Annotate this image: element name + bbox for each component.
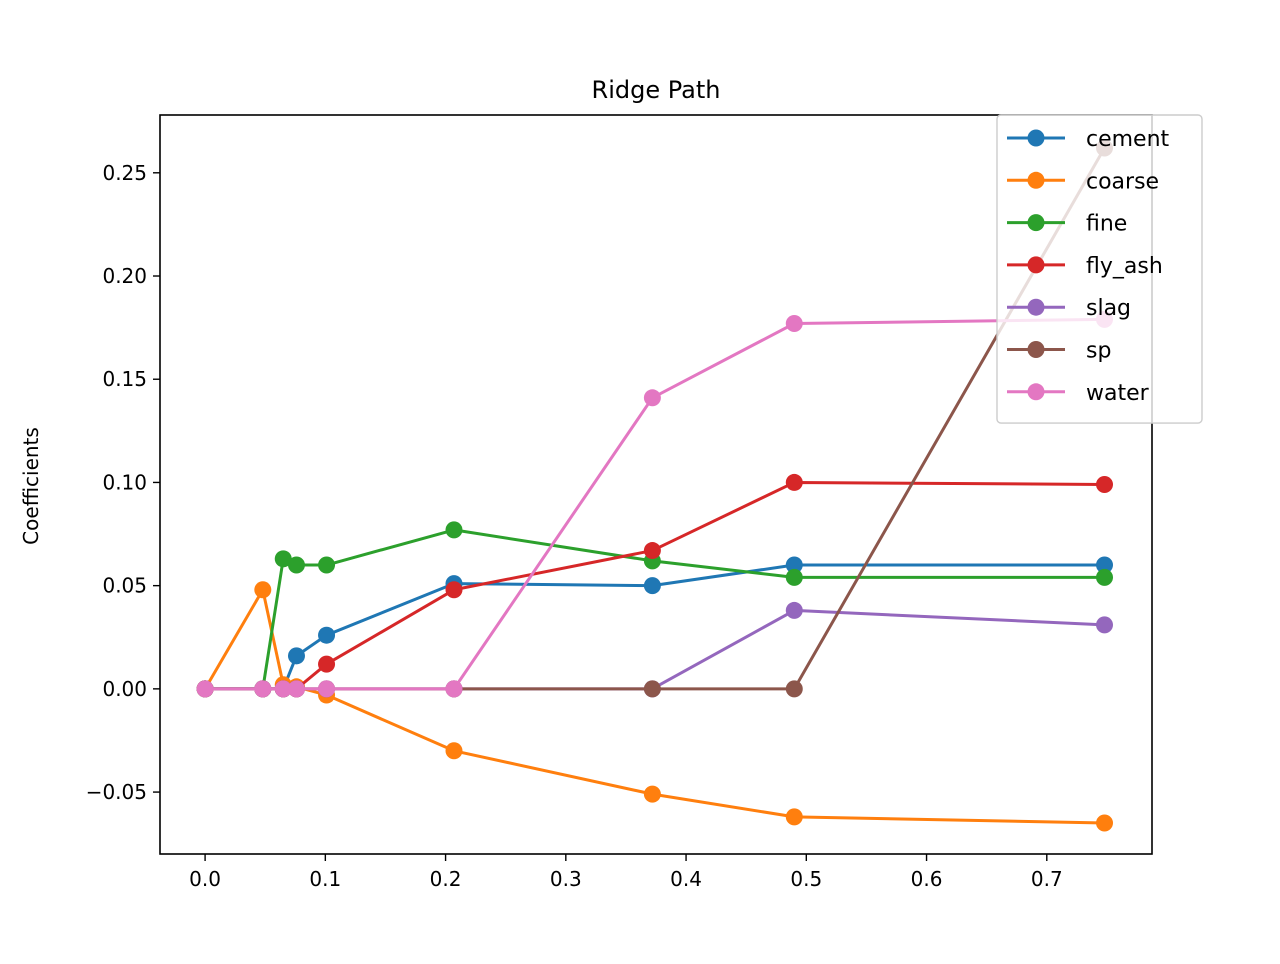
data-point: [274, 680, 292, 698]
x-tick-label: 0.0: [189, 867, 221, 891]
legend-label: fine: [1086, 212, 1127, 237]
y-tick-label: 0.15: [102, 367, 147, 391]
legend-marker: [1027, 256, 1045, 274]
legend-marker: [1027, 341, 1045, 358]
data-point: [287, 680, 305, 698]
legend-label: cement: [1086, 127, 1170, 152]
data-point: [445, 581, 463, 599]
x-tick-label: 0.4: [670, 867, 702, 891]
data-point: [1096, 568, 1114, 586]
data-point: [318, 680, 336, 698]
y-tick-label: 0.20: [102, 264, 147, 288]
x-tick-label: 0.5: [790, 867, 822, 891]
data-point: [254, 581, 272, 599]
legend-label: fly_ash: [1086, 254, 1163, 279]
legend-marker: [1027, 298, 1045, 316]
x-tick-label: 0.2: [430, 867, 462, 891]
y-axis-label: Coefficients: [19, 427, 43, 545]
legend-label: sp: [1086, 339, 1111, 364]
data-point: [785, 601, 803, 619]
data-point: [318, 655, 336, 673]
data-point: [785, 556, 803, 574]
data-point: [254, 680, 272, 698]
data-point: [287, 647, 305, 665]
legend-label: slag: [1086, 296, 1131, 321]
legend-marker: [1027, 214, 1045, 232]
x-tick-label: 0.6: [911, 867, 943, 891]
legend-marker: [1027, 171, 1045, 189]
data-point: [643, 389, 661, 407]
axes-frame: [159, 114, 1153, 855]
data-point: [643, 542, 661, 560]
data-point: [445, 680, 463, 698]
data-point: [785, 314, 803, 332]
y-tick-label: 0.25: [102, 161, 147, 185]
data-point: [785, 808, 803, 826]
y-tick-label: 0.00: [102, 677, 147, 701]
data-point: [445, 742, 463, 760]
data-point: [785, 680, 803, 698]
legend-label: coarse: [1086, 169, 1159, 194]
legend-label: water: [1086, 381, 1150, 406]
data-point: [1096, 476, 1114, 493]
data-point: [1096, 556, 1114, 574]
y-tick-label: 0.10: [102, 470, 147, 494]
data-point: [785, 568, 803, 586]
data-point: [643, 785, 661, 803]
y-tick-label: 0.05: [102, 574, 147, 598]
data-point: [785, 473, 803, 491]
y-tick-label: −0.05: [86, 780, 147, 804]
x-tick-label: 0.3: [550, 867, 582, 891]
data-point: [274, 550, 292, 568]
data-point: [643, 680, 661, 698]
data-point: [287, 556, 305, 574]
chart-title: Ridge Path: [592, 76, 721, 104]
legend-marker: [1027, 383, 1045, 401]
data-point: [643, 577, 661, 595]
data-point: [318, 626, 336, 644]
data-point: [1096, 814, 1114, 832]
data-point: [318, 556, 336, 574]
data-point: [445, 521, 463, 539]
data-point: [1096, 616, 1114, 634]
legend-box: [996, 114, 1203, 424]
legend-marker: [1027, 129, 1045, 147]
x-tick-label: 0.7: [1031, 867, 1063, 891]
data-point: [196, 680, 214, 698]
x-tick-label: 0.1: [309, 867, 341, 891]
plot-area: 0.0 0.1 0.2 0.3 0.4 0.5 0.6 0.7 −0.05 0.00 0.05 0.1…: [86, 114, 1153, 891]
